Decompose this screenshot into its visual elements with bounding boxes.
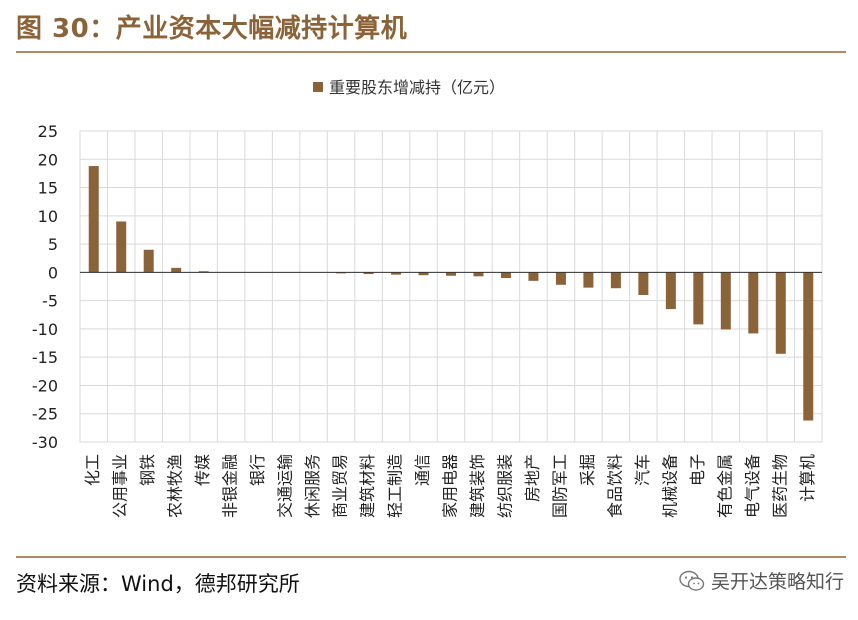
bar <box>555 272 566 285</box>
bar <box>748 272 759 334</box>
x-tick-label: 计算机 <box>798 454 817 502</box>
x-tick-label: 纺织服装 <box>495 454 514 518</box>
x-axis-labels: 化工 公用事业 钢铁 农林牧渔 传媒 非银金融 银行 交通运输 休闲服务 商业贸易 建筑材料 轻工制造… <box>83 454 817 518</box>
bar <box>171 267 182 273</box>
y-tick-label: 15 <box>38 179 58 198</box>
bar <box>363 272 374 275</box>
x-tick-label: 房地产 <box>523 454 542 502</box>
bar <box>583 272 594 288</box>
bar <box>418 272 429 276</box>
bar <box>391 272 402 275</box>
x-tick-label: 国防军工 <box>550 454 569 518</box>
bar <box>693 272 704 325</box>
bar <box>528 272 539 281</box>
x-tick-label: 汽车 <box>633 454 652 486</box>
y-tick-label: -20 <box>32 376 58 395</box>
x-tick-label: 传媒 <box>193 454 212 486</box>
y-tick-label: 0 <box>48 263 58 282</box>
bar <box>638 272 649 295</box>
bar <box>446 272 456 276</box>
footer-rule <box>16 556 846 558</box>
x-tick-label: 轻工制造 <box>386 454 405 518</box>
figure-title: 图 30：产业资本大幅减持计算机 <box>16 14 408 44</box>
y-tick-label: -5 <box>42 292 58 311</box>
legend-swatch <box>313 82 323 92</box>
x-tick-label: 医药生物 <box>770 454 789 518</box>
y-tick-label: -25 <box>32 405 58 424</box>
bar <box>775 272 786 354</box>
bar <box>198 271 209 273</box>
bar <box>803 272 814 421</box>
bar <box>500 272 511 279</box>
legend: 重要股东增减持（亿元） <box>313 78 505 97</box>
x-tick-label: 公用事业 <box>111 454 130 518</box>
title-rule <box>16 51 846 53</box>
gridlines <box>79 130 823 443</box>
x-tick-label: 电子 <box>688 454 707 486</box>
y-axis-ticks: 25 20 15 10 5 0 -5 -10 -15 -20 -25 -30 <box>32 122 58 452</box>
x-tick-label: 通信 <box>413 454 432 486</box>
x-tick-label: 农林牧渔 <box>166 454 185 518</box>
x-tick-label: 商业贸易 <box>331 454 350 518</box>
bar <box>473 272 484 277</box>
wechat-icon <box>679 570 705 591</box>
y-tick-label: -30 <box>32 433 58 452</box>
bar <box>116 221 127 273</box>
bar-chart: 重要股东增减持（亿元） 2520151050-5-10-15-20-25-30 … <box>32 78 823 518</box>
x-tick-label: 建筑装饰 <box>468 454 487 518</box>
x-tick-label: 建筑材料 <box>358 454 377 518</box>
bars <box>88 166 814 421</box>
y-tick-label: -15 <box>32 348 58 367</box>
bar <box>665 272 676 310</box>
x-tick-label: 机械设备 <box>660 454 679 518</box>
brand-name: 吴开达策略知行 <box>710 571 844 593</box>
x-tick-label: 非银金融 <box>221 454 240 518</box>
x-tick-label: 电气设备 <box>743 454 762 518</box>
x-tick-label: 家用电器 <box>441 454 460 518</box>
x-tick-label: 休闲服务 <box>303 454 322 518</box>
source-note: 资料来源：Wind，德邦研究所 <box>16 572 300 596</box>
x-tick-label: 交通运输 <box>276 454 295 518</box>
plot-area <box>79 130 823 443</box>
y-tick-label: -10 <box>32 320 58 339</box>
y-tick-label: 25 <box>38 122 58 141</box>
bar <box>720 272 731 330</box>
y-tick-label: 5 <box>48 235 58 254</box>
bar <box>88 166 99 273</box>
x-tick-label: 有色金属 <box>715 454 734 518</box>
bar <box>610 272 621 289</box>
legend-label: 重要股东增减持（亿元） <box>329 78 505 97</box>
x-tick-label: 钢铁 <box>138 454 157 486</box>
x-tick-label: 食品饮料 <box>605 454 624 518</box>
x-tick-label: 银行 <box>248 454 267 486</box>
x-tick-label: 化工 <box>83 454 102 486</box>
bar <box>143 249 154 273</box>
x-tick-label: 采掘 <box>578 454 597 486</box>
bar <box>336 272 347 274</box>
brand-badge: 吴开达策略知行 <box>679 567 844 594</box>
y-tick-label: 20 <box>38 150 58 169</box>
y-tick-label: 10 <box>38 207 58 226</box>
